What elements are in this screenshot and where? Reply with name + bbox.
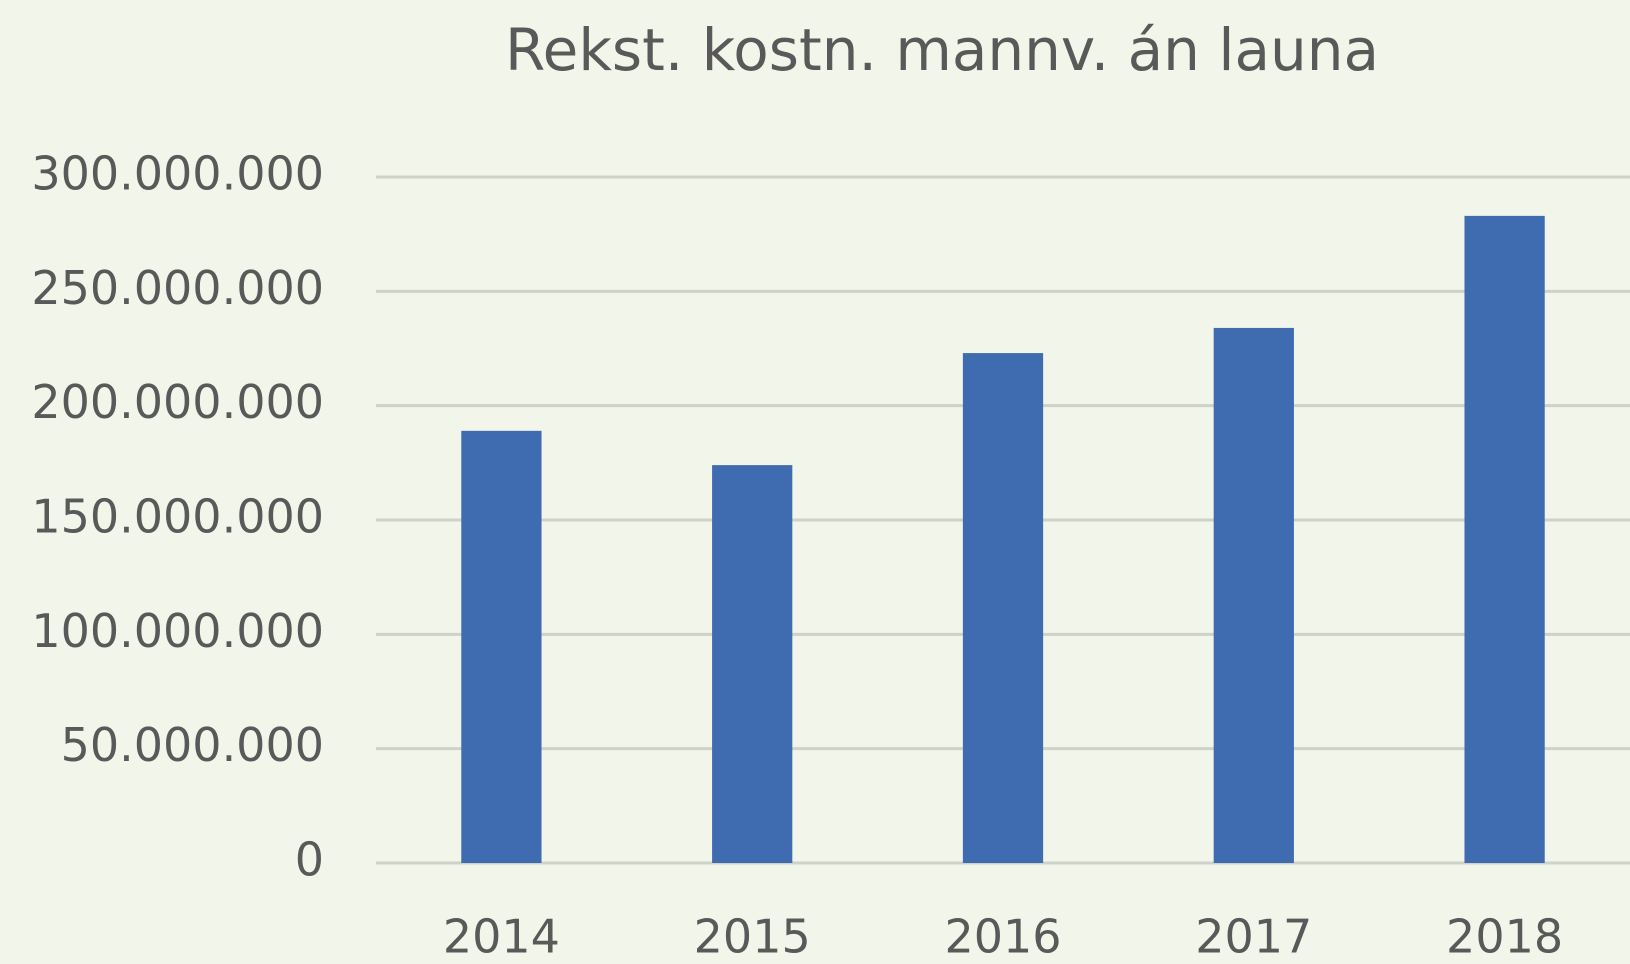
y-tick-label: 50.000.000 <box>61 718 324 772</box>
x-tick-label: 2014 <box>443 910 560 964</box>
x-tick-label: 2018 <box>1446 910 1563 964</box>
y-tick-label: 250.000.000 <box>31 261 324 315</box>
y-tick-label: 200.000.000 <box>31 375 324 429</box>
x-tick-label: 2016 <box>944 910 1061 964</box>
y-tick-label: 300.000.000 <box>31 147 324 201</box>
x-tick-label: 2017 <box>1195 910 1312 964</box>
bar <box>1464 215 1545 863</box>
y-tick-label: 150.000.000 <box>31 490 324 544</box>
bar <box>1213 327 1294 863</box>
y-tick-label: 100.000.000 <box>31 604 324 658</box>
bar <box>962 353 1044 863</box>
chart-title: Rekst. kostn. mannv. án launa <box>505 16 1379 84</box>
y-tick-label: 0 <box>295 833 324 887</box>
bar <box>461 430 542 863</box>
x-tick-label: 2015 <box>694 910 811 964</box>
bar <box>712 465 793 863</box>
